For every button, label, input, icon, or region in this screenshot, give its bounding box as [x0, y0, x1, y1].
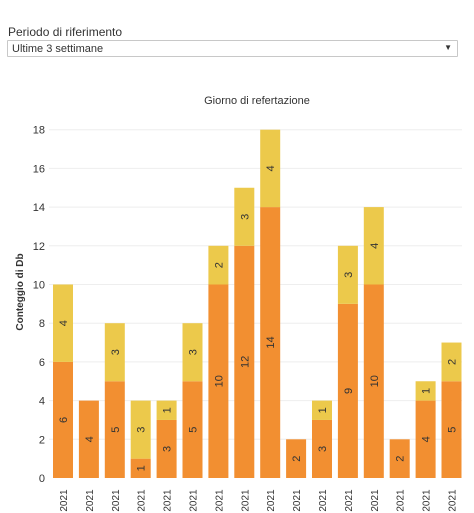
data-label: 3 [239, 214, 251, 220]
y-axis-label: Conteggio di Db [15, 253, 26, 330]
x-tick-label: o 2021 [318, 489, 329, 513]
data-label: 3 [343, 272, 355, 278]
bar-segment-lower [441, 381, 462, 478]
x-tick-label: o 2021 [396, 489, 407, 513]
data-label: 1 [421, 388, 433, 394]
y-tick-label: 8 [39, 318, 45, 330]
data-label: 2 [213, 262, 225, 268]
x-tick-label: o 2021 [163, 489, 174, 513]
data-label: 3 [136, 427, 148, 433]
data-label: 3 [188, 349, 200, 355]
bar-segment-lower [337, 303, 358, 478]
bar-segment-upper [363, 207, 384, 285]
x-tick-label: o 2021 [266, 489, 277, 513]
data-label: 5 [188, 427, 200, 433]
y-tick-label: 6 [39, 357, 45, 369]
x-tick-label: o 2021 [344, 489, 355, 513]
bar-segment-lower [208, 284, 229, 478]
triangle-down-icon[interactable]: ▼ [444, 43, 452, 52]
bar-segment-lower [182, 381, 203, 478]
chart-title: Giorno di refertazione [204, 95, 310, 107]
data-label: 3 [110, 349, 122, 355]
bars [53, 129, 462, 478]
data-label: 10 [213, 375, 225, 387]
x-tick-label: o 2021 [111, 489, 122, 513]
data-label: 2 [447, 359, 459, 365]
bar-segment-lower [260, 207, 281, 478]
data-label: 3 [162, 446, 174, 452]
bar-segment-upper [104, 323, 125, 382]
y-tick-label: 16 [33, 163, 45, 175]
bar-segment-lower [286, 439, 307, 478]
bar-segment-lower [53, 361, 73, 478]
bar-segment-lower [415, 400, 436, 478]
data-label: 5 [447, 427, 459, 433]
x-tick-label: o 2021 [292, 489, 303, 513]
bar-segment-lower [156, 419, 177, 478]
data-label: 6 [58, 417, 70, 423]
x-tick-label: o 2021 [214, 489, 225, 513]
data-label: 4 [84, 436, 96, 442]
x-tick-label: o 2021 [189, 489, 200, 513]
data-label: 2 [395, 456, 407, 462]
data-label: 10 [369, 375, 381, 387]
data-label: 4 [58, 320, 70, 326]
bar-segment-upper [53, 284, 73, 362]
x-tick-label: o 2021 [59, 489, 70, 513]
y-tick-label: 4 [39, 396, 45, 408]
bar-segment-lower [389, 439, 410, 478]
data-label: 1 [136, 465, 148, 471]
bar-segment-lower [104, 381, 125, 478]
bar-segment-lower [363, 284, 384, 478]
bar-segment-upper [415, 381, 436, 401]
bar-segment-upper [182, 323, 203, 382]
bar-segment-upper [130, 400, 151, 459]
x-tick-label: o 2021 [137, 489, 148, 513]
bar-segment-upper [156, 400, 177, 420]
bar-segment-lower [312, 419, 332, 478]
y-tick-label: 18 [33, 125, 45, 137]
x-tick-labels: o 2021 o 2021 o 2021 o 2021 o 2021 o 2021 o 20… [59, 489, 459, 513]
bar-segment-lower [78, 400, 99, 478]
bar-segment-upper [208, 245, 229, 285]
bar-segment-upper [337, 245, 358, 304]
period-dropdown-value: Ultime 3 settimane [12, 43, 104, 55]
y-tick-labels: 0 2 4 6 8 10 12 14 16 18 [33, 125, 45, 485]
filter-label: Periodo di riferimento [8, 25, 123, 39]
data-label: 12 [239, 356, 251, 368]
bar-segment-lower [130, 458, 151, 478]
y-tick-label: 12 [33, 241, 45, 253]
data-label: 1 [317, 407, 329, 413]
data-labels: 6 4 4 5 3 1 3 3 1 5 3 10 2 12 3 14 4 2 3 1 9 3 10 4 2 4 1 5 2 [58, 165, 459, 471]
y-tick-label: 0 [39, 473, 45, 485]
bar-segment-upper [234, 187, 255, 246]
data-label: 14 [265, 336, 277, 348]
data-label: 4 [369, 243, 381, 249]
y-tick-label: 14 [33, 202, 45, 214]
y-tick-label: 2 [39, 434, 45, 446]
x-tick-label: o 2021 [370, 489, 381, 513]
data-label: 4 [421, 436, 433, 442]
x-tick-label: o 2021 [240, 489, 251, 513]
x-tick-label: o 2021 [85, 489, 96, 513]
data-label: 9 [343, 388, 355, 394]
data-label: 3 [317, 446, 329, 452]
data-label: 5 [110, 427, 122, 433]
period-dropdown[interactable]: Ultime 3 settimane ▼ [7, 40, 458, 57]
x-tick-label: o 2021 [448, 489, 459, 513]
y-tick-label: 10 [33, 280, 45, 292]
x-tick-label: o 2021 [422, 489, 433, 513]
data-label: 2 [291, 456, 303, 462]
bar-segment-upper [312, 400, 332, 420]
data-label: 4 [265, 165, 277, 171]
bar-segment-upper [441, 342, 462, 382]
data-label: 1 [162, 407, 174, 413]
bar-segment-lower [234, 245, 255, 478]
bar-segment-upper [260, 129, 281, 208]
